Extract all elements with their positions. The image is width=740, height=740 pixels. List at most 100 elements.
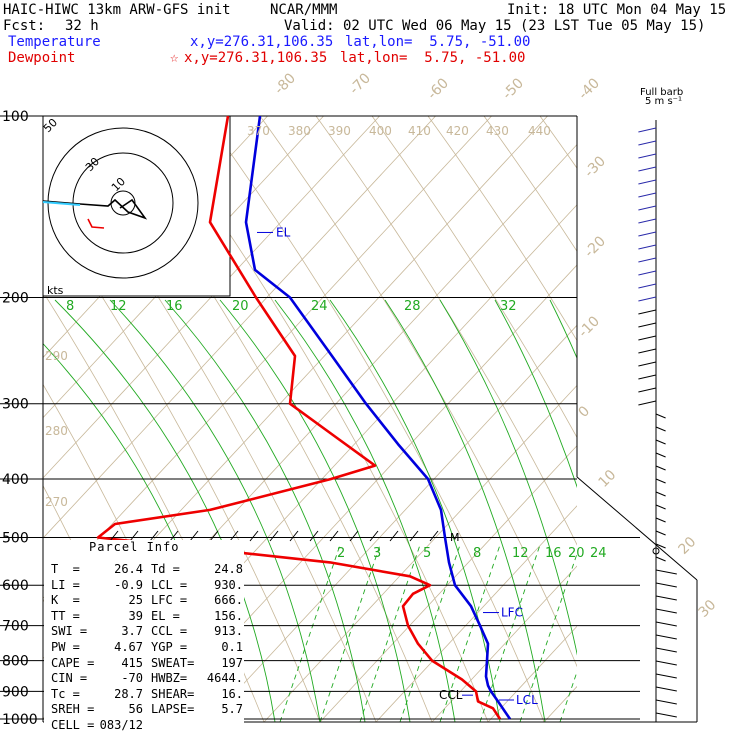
isotherm-line	[263, 384, 577, 722]
hodograph-low	[87, 218, 105, 229]
el-marker: EL	[276, 225, 291, 239]
pressure-label: 200	[2, 291, 29, 307]
wind-barb	[638, 322, 657, 328]
parcel-cell: -0.9	[114, 577, 143, 592]
parcel-cell: CELL =	[51, 718, 95, 732]
hatch-mark	[369, 530, 379, 542]
parcel-cell: 913.	[214, 624, 243, 639]
lfc-marker: LFC	[501, 606, 523, 620]
wind-barb	[638, 218, 657, 224]
parcel-cell: 666.	[214, 593, 243, 608]
hatch-mark	[109, 530, 119, 542]
wind-barb	[655, 582, 677, 588]
hatch-mark	[409, 530, 419, 542]
wind-barb	[638, 270, 657, 276]
parcel-cell: 0.1	[221, 640, 243, 654]
pressure-label: 400	[2, 472, 29, 488]
mixing-label: 8	[473, 546, 481, 561]
parcel-cell: LFC =	[151, 593, 188, 608]
wind-barb	[638, 374, 657, 380]
mixing-label: 20	[568, 546, 585, 561]
moist-adiabat	[219, 299, 411, 722]
wind-barb	[655, 608, 677, 614]
isotherm-line	[375, 505, 577, 722]
wind-barb	[638, 257, 657, 263]
parcel-cell: LI =	[51, 577, 80, 592]
wind-barb	[655, 660, 677, 666]
mixing-label: 24	[311, 299, 328, 314]
mixing-ratio-line	[399, 544, 461, 722]
theta-label: 290	[45, 349, 68, 363]
wind-barb	[655, 621, 677, 627]
hatch-mark	[189, 530, 199, 542]
wind-barb	[638, 205, 657, 211]
wind-barb	[638, 179, 657, 185]
hatch-mark	[149, 530, 159, 542]
moist-adiabat	[109, 299, 321, 722]
wind-barb	[638, 296, 657, 302]
isotherm-line	[207, 324, 577, 722]
wind-barb	[655, 452, 666, 458]
wind-barb	[655, 595, 677, 601]
isotherm-label: -10	[576, 313, 603, 340]
wind-barb	[638, 192, 657, 198]
isotherm-line	[543, 685, 577, 722]
parcel-cell: CIN =	[51, 671, 88, 686]
hatch-mark	[429, 530, 439, 542]
mixing-label: 20	[232, 299, 249, 314]
mixing-label: 8	[66, 299, 74, 314]
wind-barb	[655, 530, 666, 536]
isotherm-label: 0	[576, 403, 594, 421]
parcel-cell: 3.7	[121, 624, 143, 639]
dry-adiabat	[203, 116, 545, 722]
hatch-mark	[269, 530, 279, 542]
parcel-cell: SWEAT=	[151, 655, 195, 670]
isotherm-label: 10	[596, 467, 620, 491]
mixing-ratio-line	[479, 544, 541, 722]
parcel-cell: 26.4	[114, 562, 143, 576]
parcel-cell: 197	[221, 655, 243, 670]
parcel-cell: 28.7	[114, 686, 143, 701]
hatch-mark	[349, 530, 359, 542]
mixing-label: 24	[590, 546, 607, 561]
dry-adiabat	[483, 116, 577, 252]
parcel-cell: CCL =	[151, 624, 188, 639]
mixing-label: 2	[337, 546, 345, 561]
pressure-label: 500	[2, 530, 29, 546]
dry-adiabat	[539, 116, 577, 169]
isotherm-line	[43, 116, 380, 479]
pressure-label: 1000	[2, 712, 38, 728]
wind-barb	[655, 556, 666, 562]
wind-barb	[638, 140, 657, 146]
parcel-cell: Tc =	[51, 686, 80, 701]
wind-barb	[655, 439, 666, 445]
moist-adiabat	[54, 299, 276, 722]
isotherm-line	[43, 116, 492, 599]
wind-barb	[655, 413, 666, 419]
model-title: HAIC-HIWC 13km ARW-GFS init	[3, 2, 231, 18]
wind-barb	[655, 517, 666, 523]
wind-barb	[638, 231, 657, 237]
pressure-label: 600	[2, 578, 29, 594]
moist-adiabat	[329, 299, 501, 722]
mixing-ratio-line	[439, 544, 501, 722]
parcel-cell: EL =	[151, 608, 180, 623]
wind-barb	[655, 465, 666, 471]
moist-adiabat	[494, 299, 577, 489]
isotherm-label: -30	[582, 153, 609, 180]
parcel-cell: 4.67	[114, 640, 143, 654]
parcel-info-title: Parcel Info	[89, 540, 180, 554]
wind-barb	[655, 673, 677, 679]
parcel-cell: PW =	[51, 640, 80, 654]
dry-adiabat	[596, 116, 740, 722]
parcel-cell: 24.8	[214, 562, 243, 576]
wind-barb	[638, 283, 657, 289]
hatch-mark	[129, 530, 139, 542]
wind-barb	[655, 634, 677, 640]
pressure-label: 300	[2, 397, 29, 413]
temperature-profile	[244, 115, 512, 720]
isotherm-line	[319, 445, 577, 722]
isotherm-label: 20	[676, 534, 700, 558]
parcel-cell: Td =	[151, 562, 180, 576]
dry-adiabat	[43, 205, 321, 722]
